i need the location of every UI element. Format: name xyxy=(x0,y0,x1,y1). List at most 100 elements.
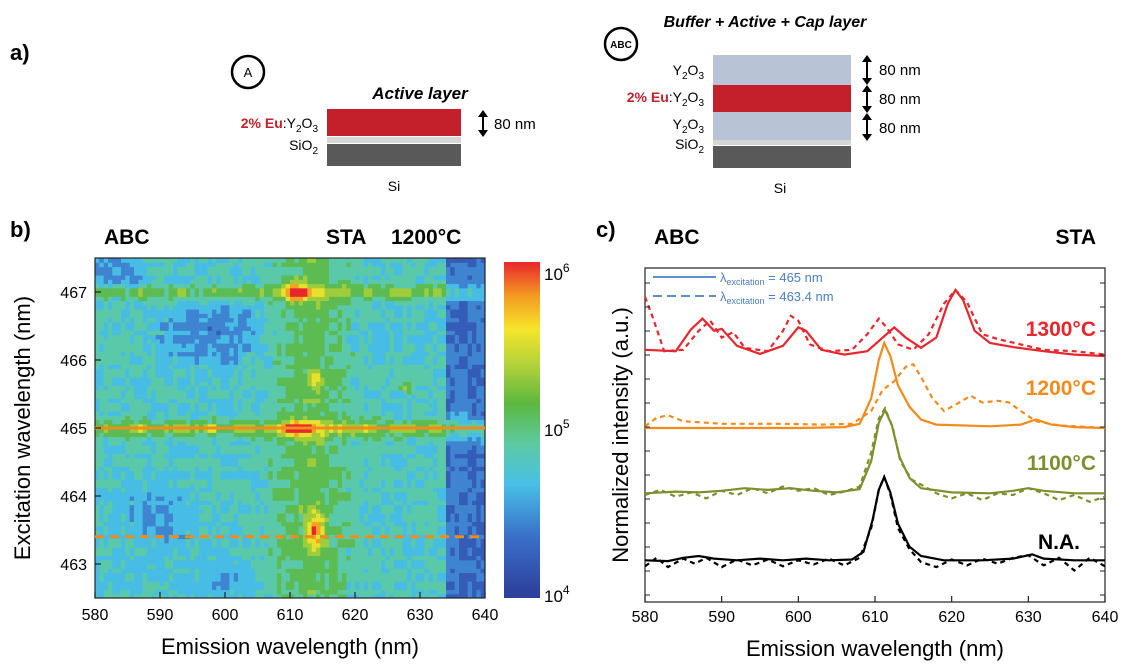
heatmap-cell xyxy=(233,309,239,314)
heatmap-cell xyxy=(190,372,196,378)
heatmap-cell xyxy=(142,368,148,374)
heatmap-cell xyxy=(337,326,343,331)
heatmap-cell xyxy=(190,309,196,314)
heatmap-cell xyxy=(173,457,178,463)
heatmap-cell xyxy=(229,513,235,518)
heatmap-cell xyxy=(320,406,326,412)
heatmap-cell xyxy=(251,500,256,506)
heatmap-cell xyxy=(134,372,139,378)
heatmap-cell xyxy=(168,466,174,472)
heatmap-cell xyxy=(142,364,148,370)
heatmap-cell xyxy=(207,453,213,459)
heatmap-cell xyxy=(229,525,235,531)
heatmap-cell xyxy=(121,321,126,327)
heatmap-cell xyxy=(190,466,196,472)
heatmap-cell xyxy=(350,513,356,518)
heatmap-cell xyxy=(134,555,139,561)
heatmap-cell xyxy=(290,372,295,378)
heatmap-cell xyxy=(164,338,170,344)
heatmap-cell xyxy=(320,525,326,531)
heatmap-cell xyxy=(181,483,187,489)
heatmap-cell xyxy=(259,500,265,506)
heatmap-cell xyxy=(155,270,161,276)
heatmap-cell xyxy=(251,266,256,272)
heatmap-cell xyxy=(294,270,300,276)
heatmap-cell xyxy=(290,258,295,263)
heatmap-cell xyxy=(290,296,295,302)
heatmap-cell xyxy=(281,423,287,429)
heatmap-cell xyxy=(294,436,300,442)
heatmap-cell xyxy=(233,547,239,552)
heatmap-cell xyxy=(303,300,308,306)
heatmap-cell xyxy=(108,470,113,476)
heatmap-cell xyxy=(255,389,261,395)
heatmap-cell xyxy=(199,572,204,578)
heatmap-cell xyxy=(168,385,174,391)
heatmap-cell xyxy=(307,275,313,280)
heatmap-cell xyxy=(177,449,183,455)
heatmap-cell xyxy=(298,585,304,591)
heatmap-cell xyxy=(311,440,317,446)
heatmap-cell xyxy=(290,338,295,344)
heatmap-cell xyxy=(290,402,295,408)
heatmap-cell xyxy=(164,440,170,446)
heatmap-cell xyxy=(199,317,204,323)
heatmap-cell xyxy=(324,564,330,569)
heatmap-cell xyxy=(277,338,282,344)
heatmap-cell xyxy=(342,398,347,404)
heatmap-cell xyxy=(186,283,191,289)
heatmap-cell xyxy=(359,508,365,514)
heatmap-cell xyxy=(238,360,243,365)
heatmap-cell xyxy=(294,593,300,598)
heatmap-cell xyxy=(225,402,230,408)
heatmap-cell xyxy=(116,266,122,272)
heatmap-cell xyxy=(186,381,191,387)
heatmap-cell xyxy=(160,428,165,433)
heatmap-cell xyxy=(285,300,291,306)
heatmap-cell xyxy=(307,309,313,314)
heatmap-cell xyxy=(307,355,313,361)
heatmap-cell xyxy=(316,491,321,497)
heatmap-cell xyxy=(134,487,139,493)
heatmap-cell xyxy=(177,326,183,331)
heatmap-cell xyxy=(303,275,308,280)
heatmap-cell xyxy=(108,547,113,552)
heatmap-cell xyxy=(186,474,191,480)
heatmap-cell xyxy=(233,483,239,489)
heatmap-cell xyxy=(281,589,287,595)
heatmap-cell xyxy=(142,381,148,387)
heatmap-cell xyxy=(303,581,308,586)
heatmap-cell xyxy=(324,491,330,497)
heatmap-cell xyxy=(329,581,334,586)
heatmap-cell xyxy=(190,521,196,527)
heatmap-cell xyxy=(294,304,300,310)
heatmap-cell xyxy=(164,423,170,429)
heatmap-cell xyxy=(99,564,105,569)
heatmap-cell xyxy=(99,440,105,446)
heatmap-cell xyxy=(168,292,174,297)
heatmap-cell xyxy=(116,538,122,544)
heatmap-cell xyxy=(147,432,152,438)
heatmap-cell xyxy=(333,517,339,523)
heatmap-cell xyxy=(160,338,165,344)
heatmap-cell xyxy=(255,538,261,544)
heatmap-cell xyxy=(138,491,144,497)
heatmap-cell xyxy=(277,466,282,472)
heatmap-cell xyxy=(134,466,139,472)
heatmap-cell xyxy=(186,555,191,561)
heatmap-cell xyxy=(298,385,304,391)
heatmap-cell xyxy=(103,436,109,442)
heatmap-cell xyxy=(337,415,343,421)
heatmap-cell xyxy=(190,287,196,293)
heatmap-cell xyxy=(181,589,187,595)
heatmap-cell xyxy=(225,351,230,357)
heatmap-cell xyxy=(99,266,105,272)
heatmap-cell xyxy=(216,287,222,293)
heatmap-cell xyxy=(337,568,343,574)
heatmap-cell xyxy=(285,576,291,582)
heatmap-cell xyxy=(168,547,174,552)
heatmap-cell xyxy=(164,589,170,595)
heatmap-cell xyxy=(147,292,152,297)
heatmap-cell xyxy=(173,402,178,408)
heatmap-cell xyxy=(181,559,187,565)
